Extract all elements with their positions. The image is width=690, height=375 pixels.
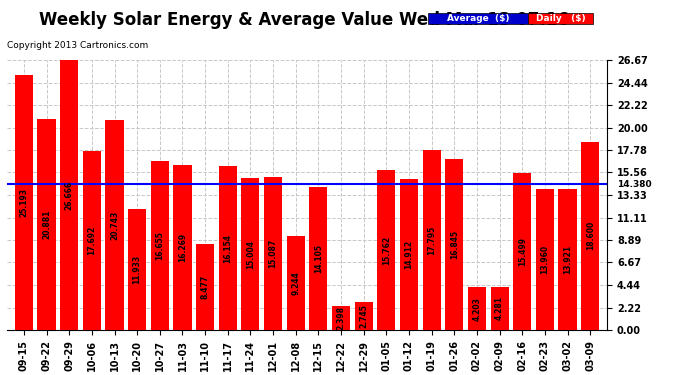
Text: 18.600: 18.600: [586, 221, 595, 251]
Bar: [468, 288, 486, 330]
Bar: [377, 170, 395, 330]
Text: 11.933: 11.933: [132, 255, 141, 284]
Bar: [400, 179, 418, 330]
Text: 25.193: 25.193: [19, 188, 28, 217]
Text: 16.154: 16.154: [224, 234, 233, 263]
Text: Daily   ($): Daily ($): [536, 14, 585, 23]
Text: 15.087: 15.087: [268, 239, 277, 268]
Bar: [173, 165, 192, 330]
Bar: [241, 178, 259, 330]
Bar: [264, 177, 282, 330]
Bar: [513, 173, 531, 330]
Text: 13.921: 13.921: [563, 245, 572, 274]
Bar: [83, 151, 101, 330]
Bar: [37, 118, 56, 330]
Text: Copyright 2013 Cartronics.com: Copyright 2013 Cartronics.com: [7, 41, 148, 50]
Text: 4.281: 4.281: [495, 296, 504, 320]
Bar: [445, 159, 464, 330]
Text: 9.244: 9.244: [291, 271, 300, 295]
Bar: [196, 244, 214, 330]
Text: 20.743: 20.743: [110, 210, 119, 240]
Text: 4.203: 4.203: [473, 297, 482, 321]
Bar: [332, 306, 350, 330]
Bar: [491, 286, 509, 330]
Text: 14.912: 14.912: [404, 240, 413, 269]
Bar: [422, 150, 441, 330]
Text: 8.477: 8.477: [201, 275, 210, 299]
Text: Weekly Solar Energy & Average Value Wed Mar 13 07:16: Weekly Solar Energy & Average Value Wed …: [39, 11, 569, 29]
Text: 26.666: 26.666: [65, 180, 74, 210]
Bar: [355, 302, 373, 330]
Bar: [558, 189, 577, 330]
Bar: [286, 236, 305, 330]
Bar: [14, 75, 33, 330]
Text: 17.795: 17.795: [427, 225, 436, 255]
Bar: [128, 209, 146, 330]
Text: Average  ($): Average ($): [446, 14, 509, 23]
Text: 16.269: 16.269: [178, 233, 187, 262]
Bar: [309, 187, 328, 330]
Bar: [581, 142, 600, 330]
Bar: [219, 166, 237, 330]
Text: 14.105: 14.105: [314, 244, 323, 273]
Text: 17.692: 17.692: [88, 226, 97, 255]
Text: 15.762: 15.762: [382, 236, 391, 265]
Text: 15.004: 15.004: [246, 240, 255, 268]
Text: 2.745: 2.745: [359, 304, 368, 328]
Text: 15.499: 15.499: [518, 237, 526, 266]
Bar: [536, 189, 554, 330]
Text: 13.960: 13.960: [540, 245, 549, 274]
Text: 16.845: 16.845: [450, 230, 459, 259]
Bar: [60, 60, 78, 330]
Bar: [150, 161, 169, 330]
Bar: [106, 120, 124, 330]
Text: 14.380: 14.380: [618, 180, 652, 189]
Text: 2.398: 2.398: [337, 306, 346, 330]
Text: 20.881: 20.881: [42, 210, 51, 239]
Text: 16.655: 16.655: [155, 231, 164, 260]
